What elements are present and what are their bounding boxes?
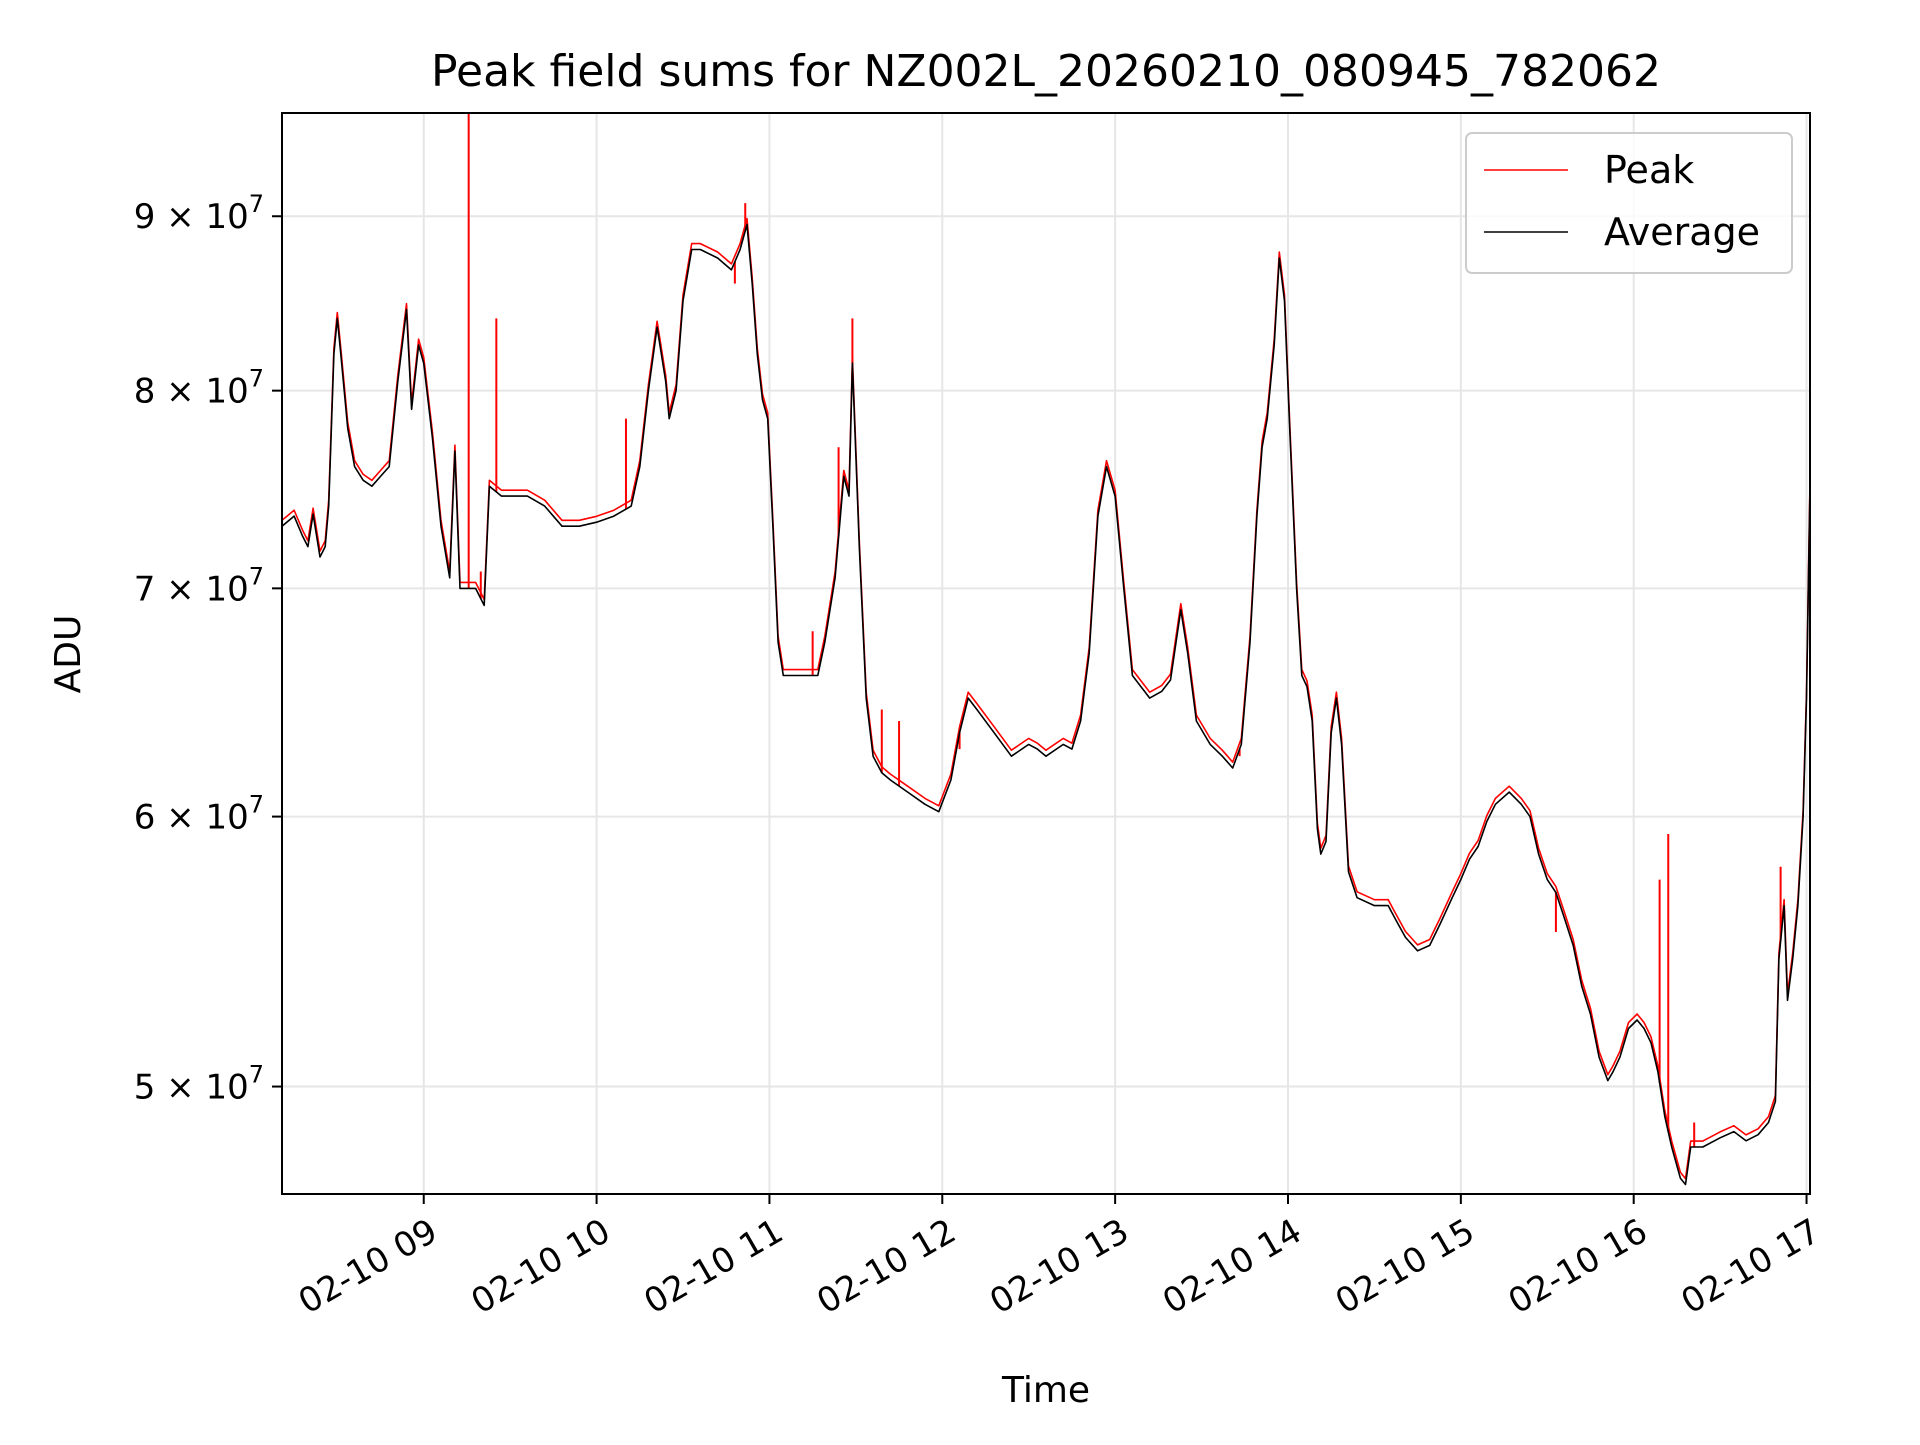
average-series-line — [282, 223, 1810, 1186]
peak-series-line — [282, 217, 1810, 1180]
legend-peak-label: Peak — [1604, 148, 1694, 192]
x-axis-label: Time — [1001, 1370, 1090, 1411]
legend-average-label: Average — [1604, 210, 1760, 254]
y-tick-label: 5 × 107 — [134, 1061, 264, 1108]
legend: Peak Average — [1465, 132, 1793, 274]
y-tick-label: 7 × 107 — [134, 562, 264, 609]
series-layer — [282, 113, 1810, 1186]
y-axis-label: ADU — [48, 615, 89, 694]
legend-box — [1465, 132, 1793, 274]
gridlines — [282, 113, 1810, 1194]
chart-title: Peak field sums for NZ002L_20260210_0809… — [431, 46, 1661, 97]
plot-area-frame — [281, 112, 1811, 1195]
y-tick-label: 6 × 107 — [134, 791, 264, 838]
y-tick-label: 9 × 107 — [134, 190, 264, 237]
y-tick-label: 8 × 107 — [134, 365, 264, 412]
